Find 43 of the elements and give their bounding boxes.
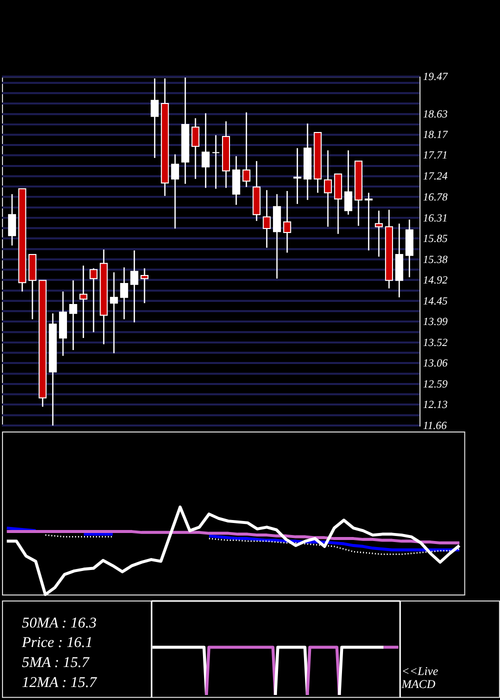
text: 12MA : 15.7 [22, 674, 98, 691]
candlestick [202, 112, 210, 189]
y-tick-label: 17.24 [422, 170, 448, 183]
candlestick [191, 118, 200, 180]
candlestick [242, 112, 250, 188]
y-tick-label: 11.66 [422, 420, 448, 432]
text: Price : 16.1 [20, 635, 93, 652]
candlestick [79, 264, 88, 339]
candlestick [69, 280, 78, 351]
candlestick [293, 147, 302, 205]
candlestick [140, 268, 148, 304]
y-tick-label: 15.38 [422, 254, 448, 266]
y-tick-label: 12.13 [422, 399, 448, 412]
text: 50MA : 16.3 [22, 615, 97, 632]
y-tick-label: 14.92 [422, 274, 448, 286]
candlestick [8, 193, 16, 246]
candlestick [364, 192, 373, 252]
y-tick-label: 13.06 [422, 357, 448, 370]
candlestick [262, 189, 271, 248]
candlestick [110, 272, 118, 354]
y-tick-label: 13.99 [422, 316, 448, 328]
y-tick-label: 12.59 [422, 378, 448, 390]
y-tick-label: 14.45 [422, 295, 448, 308]
candlestick [171, 154, 180, 230]
candlestick [120, 266, 128, 320]
y-tick-label: 16.78 [422, 191, 448, 204]
text: 5MA : 15.7 [22, 655, 90, 672]
candlestick [212, 134, 220, 190]
candlestick [324, 150, 332, 228]
y-tick-label: 16.31 [422, 212, 448, 224]
y-tick-label: 18.17 [422, 129, 448, 142]
y-tick-label: 13.52 [422, 336, 448, 349]
y-tick-label: 15.85 [422, 232, 448, 245]
candlestick [150, 78, 159, 159]
candlestick [374, 210, 383, 258]
y-tick-label: 19.47 [422, 71, 448, 84]
y-tick-label: 18.63 [422, 108, 448, 121]
y-tick-label: 17.71 [422, 150, 448, 162]
candlestick [130, 250, 138, 323]
candlestick [283, 190, 292, 254]
text: <<Live MACD [400, 664, 439, 691]
candlestick [344, 150, 352, 216]
candlestick [90, 268, 98, 333]
